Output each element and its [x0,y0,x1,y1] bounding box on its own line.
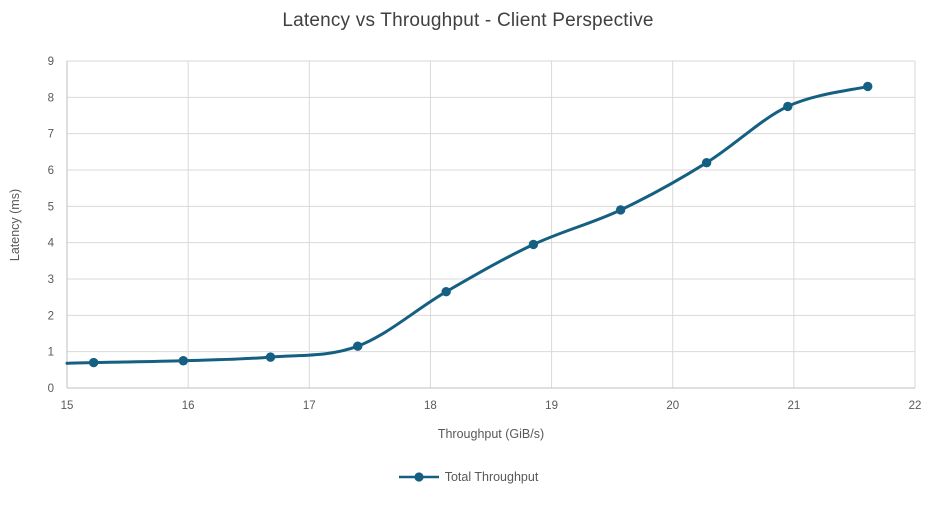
y-tick-label: 8 [48,92,54,104]
series-line [65,84,870,365]
data-point-marker [353,341,363,351]
legend-label: Total Throughput [444,470,539,484]
y-tick-label: 3 [48,274,54,286]
y-tick-label: 1 [48,347,54,359]
y-tick-label: 9 [48,56,54,68]
x-tick-label: 22 [909,400,922,412]
y-tick-label: 0 [48,383,54,395]
x-axis-title: Throughput (GiB/s) [437,427,545,441]
data-point-marker [863,81,873,92]
x-tick-label: 17 [303,400,316,412]
data-point-marker [88,357,99,368]
y-tick-label: 6 [48,165,54,177]
data-point-marker [701,158,712,168]
x-tick-label: 15 [61,400,74,412]
data-point-marker [783,101,793,112]
legend-line-marker-icon [398,472,439,482]
x-tick-label: 19 [545,400,558,412]
y-tick-label: 4 [48,238,55,250]
y-tick-label: 7 [48,129,54,141]
data-point-marker [528,239,539,250]
x-tick-label: 18 [424,400,437,412]
y-tick-label: 5 [48,201,54,213]
data-point-marker [178,356,188,366]
chart-title: Latency vs Throughput - Client Perspecti… [282,10,654,31]
data-point-marker [265,352,276,362]
y-axis-title: Latency (ms) [8,188,22,262]
legend: Total Throughput [0,470,936,484]
x-tick-label: 21 [787,400,800,412]
x-tick-label: 20 [666,400,679,412]
data-point-marker [615,205,626,215]
x-tick-label: 16 [182,400,195,412]
y-tick-label: 2 [48,310,54,322]
data-point-marker [441,287,451,297]
